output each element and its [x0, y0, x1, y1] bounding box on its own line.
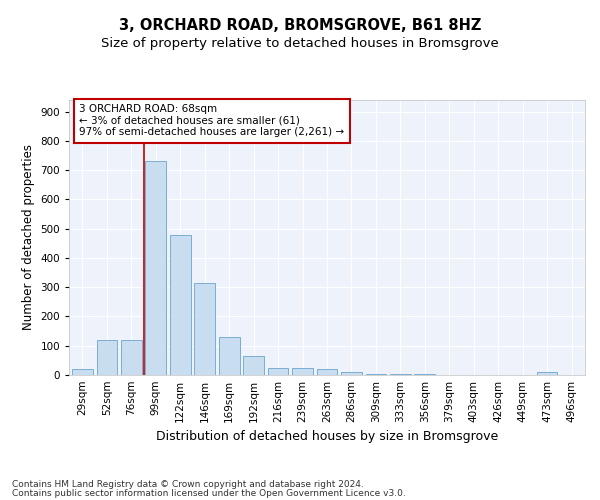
X-axis label: Distribution of detached houses by size in Bromsgrove: Distribution of detached houses by size … — [156, 430, 498, 444]
Bar — [97, 340, 117, 375]
Text: 3, ORCHARD ROAD, BROMSGROVE, B61 8HZ: 3, ORCHARD ROAD, BROMSGROVE, B61 8HZ — [119, 18, 481, 32]
Bar — [170, 234, 191, 375]
Bar — [292, 368, 313, 375]
Bar — [243, 356, 264, 375]
Bar — [537, 372, 557, 375]
Bar — [390, 374, 411, 375]
Y-axis label: Number of detached properties: Number of detached properties — [22, 144, 35, 330]
Text: 3 ORCHARD ROAD: 68sqm
← 3% of detached houses are smaller (61)
97% of semi-detac: 3 ORCHARD ROAD: 68sqm ← 3% of detached h… — [79, 104, 344, 138]
Bar — [415, 374, 435, 375]
Bar — [194, 283, 215, 375]
Bar — [121, 340, 142, 375]
Text: Contains public sector information licensed under the Open Government Licence v3: Contains public sector information licen… — [12, 489, 406, 498]
Text: Contains HM Land Registry data © Crown copyright and database right 2024.: Contains HM Land Registry data © Crown c… — [12, 480, 364, 489]
Bar — [341, 372, 362, 375]
Bar — [365, 374, 386, 375]
Bar — [219, 337, 239, 375]
Bar — [72, 369, 93, 375]
Bar — [268, 368, 289, 375]
Text: Size of property relative to detached houses in Bromsgrove: Size of property relative to detached ho… — [101, 38, 499, 51]
Bar — [145, 162, 166, 375]
Bar — [317, 369, 337, 375]
